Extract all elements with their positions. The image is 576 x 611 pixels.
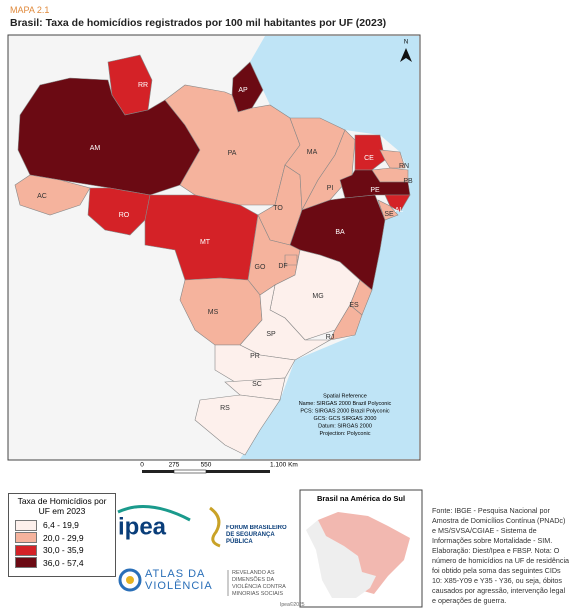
state <box>87 187 151 236</box>
state-label: MG <box>312 293 323 300</box>
legend-title: Taxa de Homicídios por UF em 2023 <box>17 496 107 516</box>
atlas-logo: ATLAS DA VIOLÊNCIA REVELANDO AS DIMENSÕE… <box>118 568 286 597</box>
state-label: AC <box>37 193 47 200</box>
north-label: N <box>404 40 408 46</box>
legend-items: 6,4 - 19,9 20,0 - 29,9 30,0 - 35,9 36,0 - 5… <box>9 519 115 569</box>
spatial-reference-line: Datum: SIRGAS 2000 <box>318 423 372 429</box>
state-label: SC <box>252 381 262 388</box>
ipea-text: ipea <box>118 513 167 540</box>
state-label: AL <box>395 207 404 214</box>
legend-item: 36,0 - 57,4 <box>9 557 115 570</box>
state-label: GO <box>255 264 266 271</box>
inset-title: Brasil na América do Sul <box>317 494 405 503</box>
ipea-logo: ipea <box>117 505 191 540</box>
state-label: AP <box>238 87 248 94</box>
tagline-box: REVELANDO AS DIMENSÕES DA VIOLÊNCIA CONT… <box>232 570 286 597</box>
logo-circle <box>118 568 142 592</box>
state <box>214 344 296 383</box>
legend-label: 20,0 - 29,9 <box>43 532 84 543</box>
scale-label: 0 <box>140 462 144 469</box>
legend-item: 20,0 - 29,9 <box>9 532 115 545</box>
legend-label: 36,0 - 57,4 <box>43 557 84 568</box>
logo-dot <box>126 576 134 584</box>
footer: Ipea©2025 <box>280 602 305 608</box>
title: Brasil: Taxa de homicídios registrados p… <box>10 17 387 29</box>
kicker: MAPA 2.1 <box>10 5 50 15</box>
spatial-reference-line: Name: SIRGAS 2000 Brazil Polyconic <box>299 401 392 407</box>
legend-swatch <box>15 544 37 556</box>
scale-bar <box>142 469 270 474</box>
state-label: BA <box>335 229 345 236</box>
spatial-reference-line: Projection: Polyconic <box>319 431 370 437</box>
atlas-text: ATLAS DA VIOLÊNCIA <box>145 568 213 592</box>
state <box>379 149 406 169</box>
scale-seg <box>142 470 174 473</box>
state <box>384 194 411 213</box>
spatial-reference-line: GCS: GCS SIRGAS 2000 <box>314 416 377 422</box>
state-label: PE <box>370 187 380 194</box>
legend-swatch <box>15 519 37 531</box>
state-label: SE <box>384 211 394 218</box>
state <box>377 199 399 221</box>
atlas-tagline: REVELANDO AS DIMENSÕES DA VIOLÊNCIA CONT… <box>232 570 286 597</box>
state-label: MT <box>200 239 211 246</box>
legend-swatch <box>15 532 37 544</box>
legend-label: 30,0 - 35,9 <box>43 545 84 556</box>
state-label: DF <box>278 263 287 270</box>
inset-brazil <box>316 512 410 594</box>
north-arrow <box>400 48 412 62</box>
spatial-reference-line: Spatial Reference <box>323 393 367 399</box>
scale-label: 275 <box>169 462 180 469</box>
state-label: MA <box>307 149 318 156</box>
state-label: RS <box>220 405 230 412</box>
state-label: TO <box>273 205 283 212</box>
state-label: PB <box>403 178 413 185</box>
ocean <box>240 36 419 459</box>
logo-swoosh <box>117 505 191 522</box>
state <box>14 174 91 216</box>
state-label: ES <box>349 302 359 309</box>
logo-shape <box>209 506 221 548</box>
state-label: PI <box>327 185 334 192</box>
fbsp-box: FÓRUM BRASILEIRO DE SEGURANÇA PÚBLICA <box>226 525 287 545</box>
fbsp-logo: FÓRUM BRASILEIRO DE SEGURANÇA PÚBLICA <box>209 506 287 548</box>
state-label: PR <box>250 353 260 360</box>
scale-label: 1.100 Km <box>270 462 298 469</box>
scale-label: 550 <box>201 462 212 469</box>
legend-swatch <box>15 557 37 569</box>
scale-seg <box>206 470 270 473</box>
scale-labels: 0 275 550 1.100 Km <box>140 462 298 469</box>
state-label: RJ <box>326 334 335 341</box>
spatial-reference-line: PCS: SIRGAS 2000 Brazil Polyconic <box>300 408 390 414</box>
inset-south-america <box>306 520 376 598</box>
state-label: PA <box>228 150 237 157</box>
state-label: CE <box>364 155 374 162</box>
legend-label: 6,4 - 19,9 <box>43 520 79 531</box>
state-label: RO <box>119 212 130 219</box>
state <box>354 134 386 171</box>
state-label: RN <box>399 163 409 170</box>
spatial-reference: Spatial Reference Name: SIRGAS 2000 Brazi… <box>299 393 392 437</box>
source-note: Fonte: IBGE - Pesquisa Nacional por Amos… <box>432 506 570 605</box>
state <box>194 394 281 456</box>
state-label: MS <box>208 309 219 316</box>
atlas-box: ATLAS DA VIOLÊNCIA <box>145 568 213 592</box>
legend: Taxa de Homicídios por UF em 2023 6,4 - … <box>8 493 116 577</box>
state-label: RR <box>138 82 148 89</box>
states <box>14 54 411 456</box>
legend-item: 6,4 - 19,9 <box>9 519 115 532</box>
legend-item: 30,0 - 35,9 <box>9 544 115 557</box>
state <box>329 304 363 341</box>
scale-seg <box>173 469 207 474</box>
state <box>239 284 332 361</box>
fbsp-text: FÓRUM BRASILEIRO DE SEGURANÇA PÚBLICA <box>226 525 287 545</box>
state-label: SP <box>266 331 276 338</box>
state-label: AM <box>90 145 101 152</box>
